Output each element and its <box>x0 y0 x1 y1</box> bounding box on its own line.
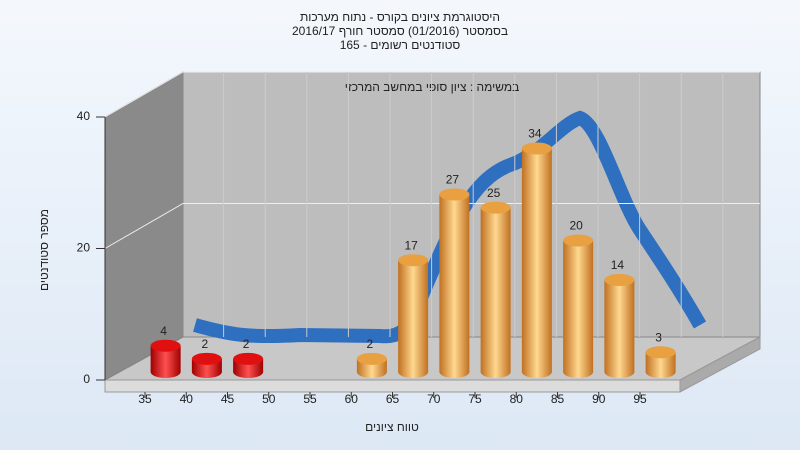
y-tick-label: 20 <box>77 241 91 255</box>
x-tick-label: 55 <box>303 392 317 406</box>
bar-top <box>480 201 511 214</box>
value-label: 17 <box>404 238 418 252</box>
x-tick-label: 70 <box>427 392 441 406</box>
bar-top <box>356 352 387 365</box>
value-label: 20 <box>569 219 583 233</box>
bar-top <box>398 254 429 267</box>
bar <box>521 148 552 372</box>
y-axis-label: מספר סטודנטים <box>37 209 51 291</box>
title-line: היסטוגרמת ציונים בקורס - נתוח מערכות <box>300 10 500 24</box>
x-tick-label: 60 <box>345 392 359 406</box>
bar-top <box>604 273 635 286</box>
grid-line <box>104 203 760 249</box>
x-tick-label: 85 <box>551 392 565 406</box>
bar <box>480 207 511 372</box>
bar-top <box>233 352 264 365</box>
x-tick-label: 45 <box>221 392 235 406</box>
value-label: 14 <box>611 258 625 272</box>
x-tick-label: 65 <box>386 392 400 406</box>
value-label: 3 <box>655 330 662 344</box>
x-tick-label: 35 <box>138 392 152 406</box>
bar-top <box>150 339 181 352</box>
y-tick-label: 40 <box>77 109 91 123</box>
bar <box>563 240 594 372</box>
title-line: בסמסטר (01/2016) סמסטר חורף 2016/17 <box>292 24 508 38</box>
x-tick-label: 95 <box>633 392 647 406</box>
bar <box>439 194 470 372</box>
x-tick-label: 75 <box>468 392 482 406</box>
bar-top <box>645 346 676 359</box>
value-label: 25 <box>487 186 501 200</box>
value-label: 2 <box>243 337 250 351</box>
bar-top <box>521 142 552 155</box>
floor-front <box>104 379 681 393</box>
floor-side <box>679 336 761 393</box>
bar-top <box>439 188 470 201</box>
y-tick-label: 0 <box>83 372 90 386</box>
x-tick-label: 40 <box>180 392 194 406</box>
bar-top <box>563 234 594 247</box>
x-tick-label: 50 <box>262 392 276 406</box>
bar <box>604 279 635 372</box>
grid-line <box>104 71 760 118</box>
x-tick-label: 80 <box>510 392 524 406</box>
value-label: 2 <box>367 337 374 351</box>
title-line: סטודנטים רשומים - 165 <box>340 38 461 52</box>
bar-top <box>191 352 222 365</box>
value-label: 4 <box>160 324 167 338</box>
value-label: 34 <box>528 127 542 141</box>
x-tick-label: 90 <box>592 392 606 406</box>
x-axis-label: טווח ציונים <box>365 420 419 434</box>
value-label: 2 <box>202 337 209 351</box>
value-label: 27 <box>446 173 460 187</box>
bar <box>398 260 429 372</box>
